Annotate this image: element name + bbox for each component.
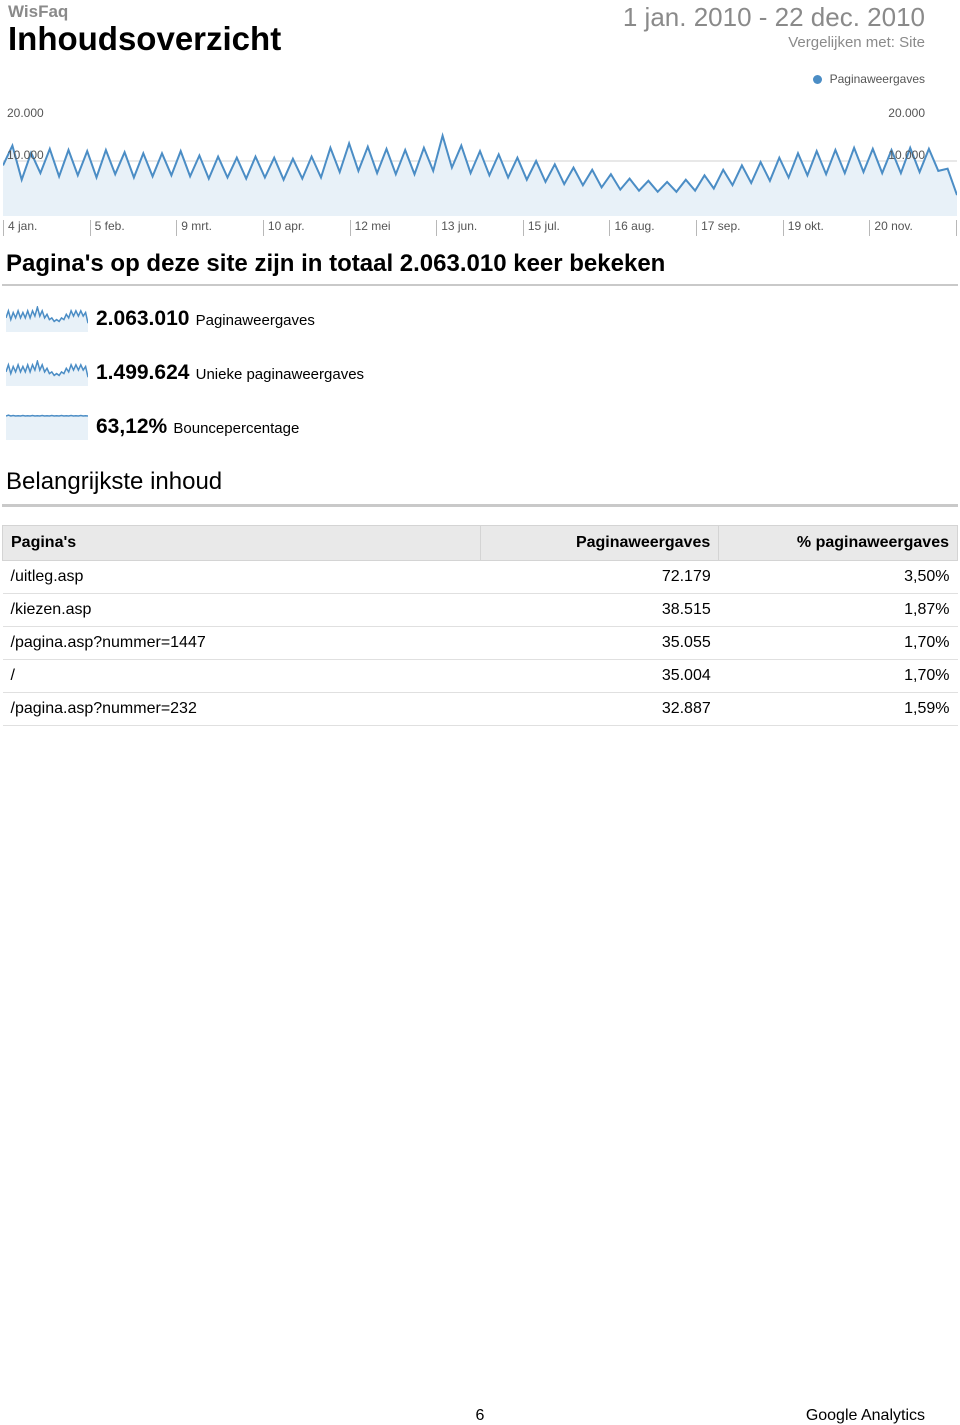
yaxis-left-mid: 10.000 xyxy=(7,148,44,162)
yaxis-right-mid: 10.000 xyxy=(888,148,925,162)
section-title: Belangrijkste inhoud xyxy=(6,468,954,496)
content-table: Pagina'sPaginaweergaves% paginaweergaves… xyxy=(2,525,958,726)
summary-line: Pagina's op deze site zijn in totaal 2.0… xyxy=(6,250,954,278)
xaxis-tick: 16 aug. xyxy=(609,220,696,236)
section-underline xyxy=(2,504,958,507)
metric-value: 63,12% xyxy=(96,415,167,438)
main-chart: 20.000 10.000 20.000 10.000 xyxy=(3,106,957,216)
table-cell: /pagina.asp?nummer=1447 xyxy=(3,627,481,660)
table-row: /kiezen.asp38.5151,87% xyxy=(3,594,958,627)
table-header-cell: Pagina's xyxy=(3,526,481,561)
table-row: /uitleg.asp72.1793,50% xyxy=(3,561,958,594)
main-chart-svg xyxy=(3,106,957,216)
table-row: /pagina.asp?nummer=144735.0551,70% xyxy=(3,627,958,660)
table-cell: 1,59% xyxy=(719,693,958,726)
legend-dot-icon xyxy=(813,75,822,84)
xaxis-tick: 9 mrt. xyxy=(176,220,263,236)
table-cell: 38.515 xyxy=(480,594,719,627)
date-range: 1 jan. 2010 - 22 dec. 2010 xyxy=(623,2,925,33)
xaxis-tick: 19 okt. xyxy=(783,220,870,236)
sparkline xyxy=(6,360,88,386)
table-cell: / xyxy=(3,660,481,693)
table-cell: 32.887 xyxy=(480,693,719,726)
table-cell: 1,70% xyxy=(719,660,958,693)
summary-underline xyxy=(2,284,958,286)
table-row: /pagina.asp?nummer=23232.8871,59% xyxy=(3,693,958,726)
header: WisFaq Inhoudsoverzicht 1 jan. 2010 - 22… xyxy=(0,0,960,58)
table-header-cell: % paginaweergaves xyxy=(719,526,958,561)
legend-label: Paginaweergaves xyxy=(830,72,925,86)
metrics-block: 2.063.010 Paginaweergaves 1.499.624 Uniek… xyxy=(6,306,954,440)
table-cell: 1,70% xyxy=(719,627,958,660)
sparkline xyxy=(6,306,88,332)
metric-label: Paginaweergaves xyxy=(191,312,314,329)
metric-row: 1.499.624 Unieke paginaweergaves xyxy=(6,360,954,386)
sparkline xyxy=(6,414,88,440)
table-cell: 35.055 xyxy=(480,627,719,660)
metric-text: 2.063.010 Paginaweergaves xyxy=(96,307,315,331)
table-cell: 1,87% xyxy=(719,594,958,627)
compare-label: Vergelijken met: Site xyxy=(788,34,925,51)
yaxis-left-top: 20.000 xyxy=(7,106,44,120)
xaxis-tick: 17 sep. xyxy=(696,220,783,236)
table-header-row: Pagina'sPaginaweergaves% paginaweergaves xyxy=(3,526,958,561)
metric-label: Bouncepercentage xyxy=(169,420,299,437)
metric-value: 2.063.010 xyxy=(96,307,189,330)
xaxis-tick: 4 jan. xyxy=(3,220,90,236)
metric-text: 63,12% Bouncepercentage xyxy=(96,415,299,439)
xaxis: 4 jan.5 feb.9 mrt.10 apr.12 mei13 jun.15… xyxy=(3,220,957,236)
xaxis-tick: 20 nov. xyxy=(869,220,957,236)
table-header-cell: Paginaweergaves xyxy=(480,526,719,561)
xaxis-tick: 13 jun. xyxy=(436,220,523,236)
metric-label: Unieke paginaweergaves xyxy=(191,366,364,383)
table-cell: 3,50% xyxy=(719,561,958,594)
metric-row: 63,12% Bouncepercentage xyxy=(6,414,954,440)
metric-row: 2.063.010 Paginaweergaves xyxy=(6,306,954,332)
table-cell: 72.179 xyxy=(480,561,719,594)
xaxis-tick: 5 feb. xyxy=(90,220,177,236)
table-cell: 35.004 xyxy=(480,660,719,693)
xaxis-tick: 10 apr. xyxy=(263,220,350,236)
yaxis-right-top: 20.000 xyxy=(888,106,925,120)
table-cell: /pagina.asp?nummer=232 xyxy=(3,693,481,726)
xaxis-tick: 15 jul. xyxy=(523,220,610,236)
xaxis-tick: 12 mei xyxy=(350,220,437,236)
table-cell: /kiezen.asp xyxy=(3,594,481,627)
footer-brand: Google Analytics xyxy=(806,1407,925,1425)
metric-value: 1.499.624 xyxy=(96,361,189,384)
chart-legend: Paginaweergaves xyxy=(0,58,960,90)
page-number: 6 xyxy=(476,1407,485,1425)
table-row: /35.0041,70% xyxy=(3,660,958,693)
table-cell: /uitleg.asp xyxy=(3,561,481,594)
metric-text: 1.499.624 Unieke paginaweergaves xyxy=(96,361,364,385)
